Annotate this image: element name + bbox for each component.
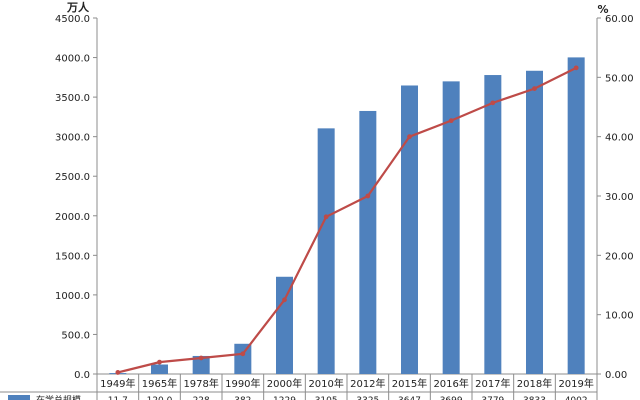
left-axis-unit: 万人 [66, 0, 90, 14]
bar [317, 128, 335, 374]
right-tick-label: 0.00 [605, 370, 627, 381]
left-tick-label: 2500.0 [55, 172, 90, 183]
table-value: 3779 [481, 396, 504, 400]
category-label: 2000年 [267, 377, 302, 390]
line-point [365, 193, 371, 199]
table-value: 3647 [398, 396, 421, 400]
left-tick-label: 1000.0 [55, 291, 90, 302]
left-tick-label: 500.0 [61, 330, 90, 341]
table-value: 1229 [273, 396, 296, 400]
left-tick-label: 0.0 [74, 370, 90, 381]
table-value: 3699 [440, 396, 463, 400]
bar [526, 70, 543, 374]
right-axis-unit: % [597, 3, 608, 16]
right-tick-label: 40.00 [605, 133, 634, 144]
bar [484, 75, 502, 374]
table-value: 11.7 [108, 396, 128, 400]
left-tick-label: 3500.0 [55, 93, 90, 104]
table-value: 228 [193, 396, 210, 400]
table-value: 120.0 [147, 396, 173, 400]
left-tick-label: 4500.0 [55, 14, 90, 25]
table-value: 3325 [356, 396, 379, 400]
line-point [573, 65, 579, 71]
bar [276, 276, 293, 374]
category-label: 2017年 [475, 377, 510, 390]
legend-swatch [8, 395, 30, 400]
line-point [282, 297, 287, 303]
category-label: 1965年 [142, 377, 177, 390]
rate-line [117, 66, 577, 374]
bar [234, 343, 252, 374]
line-point [115, 370, 121, 375]
left-tick-label: 3000.0 [55, 133, 90, 144]
line-point [198, 355, 204, 361]
bar [401, 85, 418, 374]
right-tick-label: 60.00 [605, 14, 634, 25]
category-label: 2016年 [433, 377, 468, 390]
right-tick-label: 30.00 [605, 192, 634, 203]
left-tick-label: 1500.0 [55, 251, 90, 262]
category-label: 2012年 [350, 377, 385, 390]
legend-label: 在学总规模 [36, 394, 81, 400]
line-point [448, 118, 454, 124]
line-point [240, 351, 246, 357]
category-label: 1949年 [100, 377, 135, 390]
table-value: 382 [234, 396, 251, 400]
left-tick-label: 2000.0 [55, 212, 90, 223]
line-point [532, 86, 537, 92]
category-label: 2019年 [558, 377, 593, 390]
category-label: 1990年 [225, 377, 260, 390]
table-value: 4002 [565, 396, 588, 400]
bar [442, 81, 460, 375]
line-point [157, 359, 162, 365]
right-tick-label: 20.00 [605, 251, 634, 262]
line-point [490, 100, 496, 106]
table-value: 3833 [523, 396, 546, 400]
line-point [407, 134, 412, 140]
right-tick-label: 10.00 [605, 311, 634, 322]
category-label: 2010年 [308, 377, 343, 390]
right-tick-label: 50.00 [605, 73, 634, 84]
bar [567, 57, 585, 374]
category-label: 2018年 [517, 377, 552, 390]
category-label: 2015年 [392, 377, 427, 390]
left-tick-label: 4000.0 [55, 54, 90, 65]
bar [359, 110, 377, 374]
table-value: 3105 [315, 396, 338, 400]
line-point [323, 214, 329, 220]
category-label: 1978年 [183, 377, 218, 390]
bar [192, 355, 210, 374]
bar [151, 364, 168, 374]
